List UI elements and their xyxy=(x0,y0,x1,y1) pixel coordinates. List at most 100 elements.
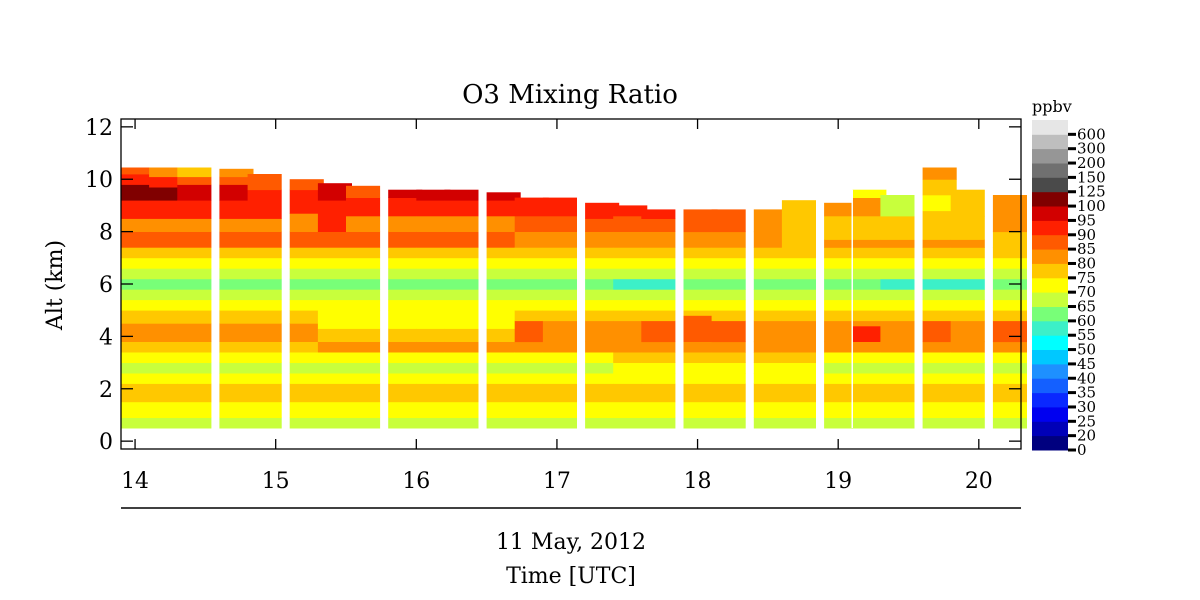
heatmap-cell xyxy=(346,185,381,198)
colorbar-swatch xyxy=(1032,421,1068,437)
heatmap-cell xyxy=(486,341,521,353)
heatmap-cell xyxy=(514,383,549,403)
heatmap-cell xyxy=(317,299,352,311)
heatmap-cell xyxy=(514,257,549,269)
colorbar-swatch xyxy=(1032,177,1068,193)
heatmap-cell xyxy=(711,320,746,343)
heatmap-cell xyxy=(824,247,859,259)
heatmap-cell xyxy=(613,231,648,248)
heatmap-cell xyxy=(388,289,423,301)
heatmap-cell xyxy=(388,278,423,290)
heatmap-cell xyxy=(641,373,676,384)
x-tick-label: 19 xyxy=(824,469,852,494)
heatmap-cell xyxy=(444,189,479,201)
x-tick-label: 15 xyxy=(262,469,290,494)
heatmap-cell xyxy=(177,268,212,280)
heatmap-cell xyxy=(922,373,957,384)
heatmap-cell xyxy=(542,352,577,363)
heatmap-cell xyxy=(683,373,718,384)
heatmap-cell xyxy=(444,200,479,217)
colorbar-tick-label: 150 xyxy=(1077,168,1106,186)
heatmap-cell xyxy=(992,320,1027,343)
heatmap-cell xyxy=(149,257,184,269)
heatmap-cell xyxy=(416,383,451,403)
heatmap-cell xyxy=(247,323,282,342)
y-tick-label: 6 xyxy=(99,273,113,298)
heatmap-cell xyxy=(781,278,816,290)
heatmap-cell xyxy=(613,341,648,353)
heatmap-cell xyxy=(444,373,479,384)
heatmap-cell xyxy=(416,417,451,429)
heatmap-cell xyxy=(486,278,521,290)
heatmap-cell xyxy=(824,257,859,269)
heatmap-cell xyxy=(149,200,184,219)
heatmap-cell xyxy=(613,373,648,384)
heatmap-cell xyxy=(641,257,676,269)
heatmap-cell xyxy=(486,215,521,232)
heatmap-cell xyxy=(852,278,887,290)
heatmap-cell xyxy=(753,257,788,269)
heatmap-cell xyxy=(753,373,788,384)
heatmap-cell xyxy=(149,417,184,429)
heatmap-cell xyxy=(781,231,816,248)
heatmap-cell xyxy=(585,320,620,343)
heatmap-cell xyxy=(950,268,985,280)
heatmap-cell xyxy=(388,310,423,329)
heatmap-cell xyxy=(247,401,282,418)
heatmap-cell xyxy=(388,341,423,353)
heatmap-cell xyxy=(753,231,788,248)
heatmap-cell xyxy=(542,299,577,311)
heatmap-cell xyxy=(781,383,816,403)
colorbar-tick-label: 95 xyxy=(1077,211,1096,229)
y-tick-label: 0 xyxy=(99,430,113,455)
heatmap-cell xyxy=(444,352,479,363)
heatmap-cell xyxy=(613,247,648,259)
heatmap-cell xyxy=(514,299,549,311)
colorbar-swatch xyxy=(1032,306,1068,322)
heatmap-cell xyxy=(683,247,718,259)
heatmap-cell xyxy=(177,167,212,178)
heatmap-cell xyxy=(289,401,324,418)
heatmap-cell xyxy=(177,184,212,201)
colorbar-swatch xyxy=(1032,363,1068,379)
heatmap-cell xyxy=(880,401,915,418)
heatmap-cell xyxy=(585,218,620,232)
heatmap-cell xyxy=(247,174,282,191)
heatmap-cell xyxy=(542,310,577,322)
x-tick-label: 17 xyxy=(543,469,571,494)
heatmap-cell xyxy=(711,341,746,353)
heatmap-cell xyxy=(247,268,282,280)
heatmap-cell xyxy=(683,417,718,429)
heatmap-cell xyxy=(219,231,254,248)
heatmap-cell xyxy=(247,310,282,324)
heatmap-cell xyxy=(683,401,718,418)
heatmap-cell xyxy=(641,401,676,418)
heatmap-cell xyxy=(177,231,212,248)
heatmap-cell xyxy=(992,383,1027,403)
heatmap-cell xyxy=(613,310,648,322)
heatmap-cell xyxy=(585,202,620,219)
heatmap-cell xyxy=(753,320,788,343)
colorbar-swatch xyxy=(1032,206,1068,221)
heatmap-cell xyxy=(219,168,254,178)
heatmap-cell xyxy=(289,373,324,384)
heatmap-cell xyxy=(711,289,746,301)
heatmap-cell xyxy=(219,362,254,374)
heatmap-cell xyxy=(444,299,479,311)
colorbar-unit-label: ppbv xyxy=(1032,97,1072,116)
heatmap-cell xyxy=(486,352,521,363)
x-axis-date-label: 11 May, 2012 xyxy=(496,530,646,555)
heatmap-cell xyxy=(613,215,648,232)
heatmap-cell xyxy=(922,289,957,301)
heatmap-cell xyxy=(149,218,184,232)
heatmap-cell xyxy=(149,176,184,188)
heatmap-cell xyxy=(486,373,521,384)
heatmap-cell xyxy=(346,257,381,269)
heatmap-cell xyxy=(486,362,521,374)
heatmap-cell xyxy=(121,200,156,219)
heatmap-cell xyxy=(950,401,985,418)
heatmap-cell xyxy=(346,289,381,301)
x-tick-label: 18 xyxy=(684,469,712,494)
heatmap-cell xyxy=(950,310,985,322)
heatmap-cell xyxy=(317,257,352,269)
